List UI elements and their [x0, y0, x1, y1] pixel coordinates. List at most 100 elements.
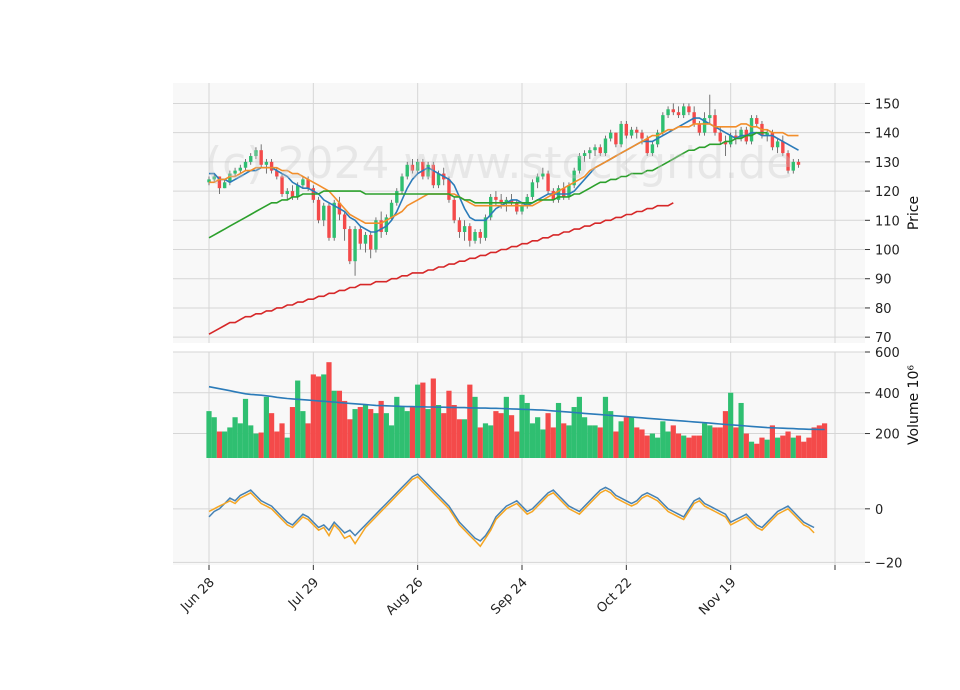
candle-body	[295, 185, 300, 197]
volume-bar	[623, 417, 629, 458]
y-tick-label: 400	[875, 387, 900, 402]
candle-body	[228, 173, 232, 183]
candle-body	[243, 161, 248, 168]
y-tick-label: −20	[875, 556, 902, 571]
candle-body	[489, 196, 493, 218]
volume-bar	[759, 437, 765, 458]
volume-bar	[462, 419, 468, 458]
volume-bar	[493, 411, 499, 458]
volume-bar	[336, 390, 343, 458]
candle-body	[682, 106, 686, 116]
candle-body	[233, 170, 237, 174]
candle-body	[614, 132, 618, 145]
candle-body	[410, 164, 415, 171]
candle-body	[582, 153, 587, 157]
candle-body	[374, 220, 378, 250]
volume-bar	[670, 425, 676, 458]
x-tick-label: Oct 22	[594, 575, 635, 616]
price-panel: 70 80 90 100 110 120 130 140 150 Price	[173, 83, 922, 346]
volume-bar	[415, 384, 421, 458]
volume-bar	[566, 425, 572, 458]
volume-bar	[748, 441, 755, 458]
volume-bar	[477, 427, 483, 458]
volume-bar	[368, 409, 374, 458]
volume-bar	[258, 432, 264, 458]
volume-bar	[743, 433, 749, 458]
volume-bar	[733, 427, 739, 458]
y-tick-label: 0	[875, 503, 883, 518]
candle-body	[546, 173, 550, 192]
candle-body	[384, 217, 389, 232]
volume-bar	[248, 425, 254, 458]
volume-bar	[284, 437, 290, 458]
candle-body	[436, 173, 441, 186]
volume-bar	[602, 396, 609, 458]
candle-body	[478, 231, 482, 238]
volume-bar	[394, 396, 400, 458]
candle-body	[494, 196, 498, 200]
candle-body	[765, 132, 769, 136]
candle-body	[316, 199, 321, 221]
candle-body	[457, 220, 462, 232]
volume-bar	[571, 407, 577, 458]
volume-bar	[722, 411, 729, 458]
volume-bar	[420, 382, 426, 458]
volume-panel: 200 400 600 Volume 10⁶	[173, 346, 922, 458]
volume-bar	[655, 437, 661, 458]
candle-body	[499, 199, 503, 203]
volume-bar	[216, 431, 223, 458]
volume-bar	[242, 398, 249, 458]
y-tick-label: 200	[875, 428, 900, 443]
volume-bar	[409, 407, 416, 458]
candle-body	[509, 199, 514, 203]
volume-bar	[383, 413, 389, 458]
candle-body	[593, 147, 597, 151]
oscillator-panel: −20 0	[173, 458, 902, 571]
candle-body	[755, 118, 759, 124]
candle-body	[379, 220, 383, 232]
x-axis: Jun 28 Jul 29 Aug 26 Sep 24 Oct 22 Nov 19	[178, 565, 836, 618]
volume-bar	[754, 443, 760, 458]
oscillator-panel-background	[173, 458, 865, 565]
y-tick-label: 70	[875, 331, 892, 346]
volume-bar	[576, 396, 582, 458]
price-axis-title: Price	[906, 196, 922, 230]
volume-bar	[357, 407, 363, 458]
volume-bar	[274, 431, 280, 458]
candle-body	[603, 138, 608, 154]
volume-bar	[545, 413, 551, 458]
candle-body	[645, 138, 649, 154]
candle-body	[572, 170, 576, 186]
volume-bar	[305, 423, 311, 458]
candle-body	[520, 205, 524, 212]
volume-bar	[467, 384, 473, 458]
volume-bar	[263, 396, 269, 458]
volume-bar	[639, 429, 645, 458]
volume-bar	[253, 433, 259, 458]
candle-body	[264, 161, 269, 165]
volume-bar	[592, 425, 598, 458]
y-tick-label: 100	[875, 244, 900, 259]
candle-body	[775, 141, 780, 148]
volume-bar	[775, 437, 781, 458]
candle-body	[348, 229, 352, 262]
volume-bar	[524, 402, 530, 458]
volume-bar	[446, 390, 452, 458]
volume-bar	[514, 431, 520, 458]
volume-bar	[795, 435, 802, 458]
moving-average-line	[208, 202, 674, 335]
candle-body	[723, 141, 728, 145]
candle-body	[697, 123, 702, 133]
y-tick-label: 130	[875, 156, 900, 171]
volume-bar	[665, 431, 671, 458]
candle-body	[452, 199, 456, 221]
volume-bar	[780, 435, 786, 458]
candle-body	[483, 217, 488, 238]
candle-body	[285, 191, 289, 195]
volume-bar	[300, 411, 306, 458]
moving-average-line	[209, 123, 799, 224]
x-tick-label: Aug 26	[383, 575, 426, 618]
candle-body	[530, 182, 535, 197]
volume-bar	[211, 417, 217, 458]
